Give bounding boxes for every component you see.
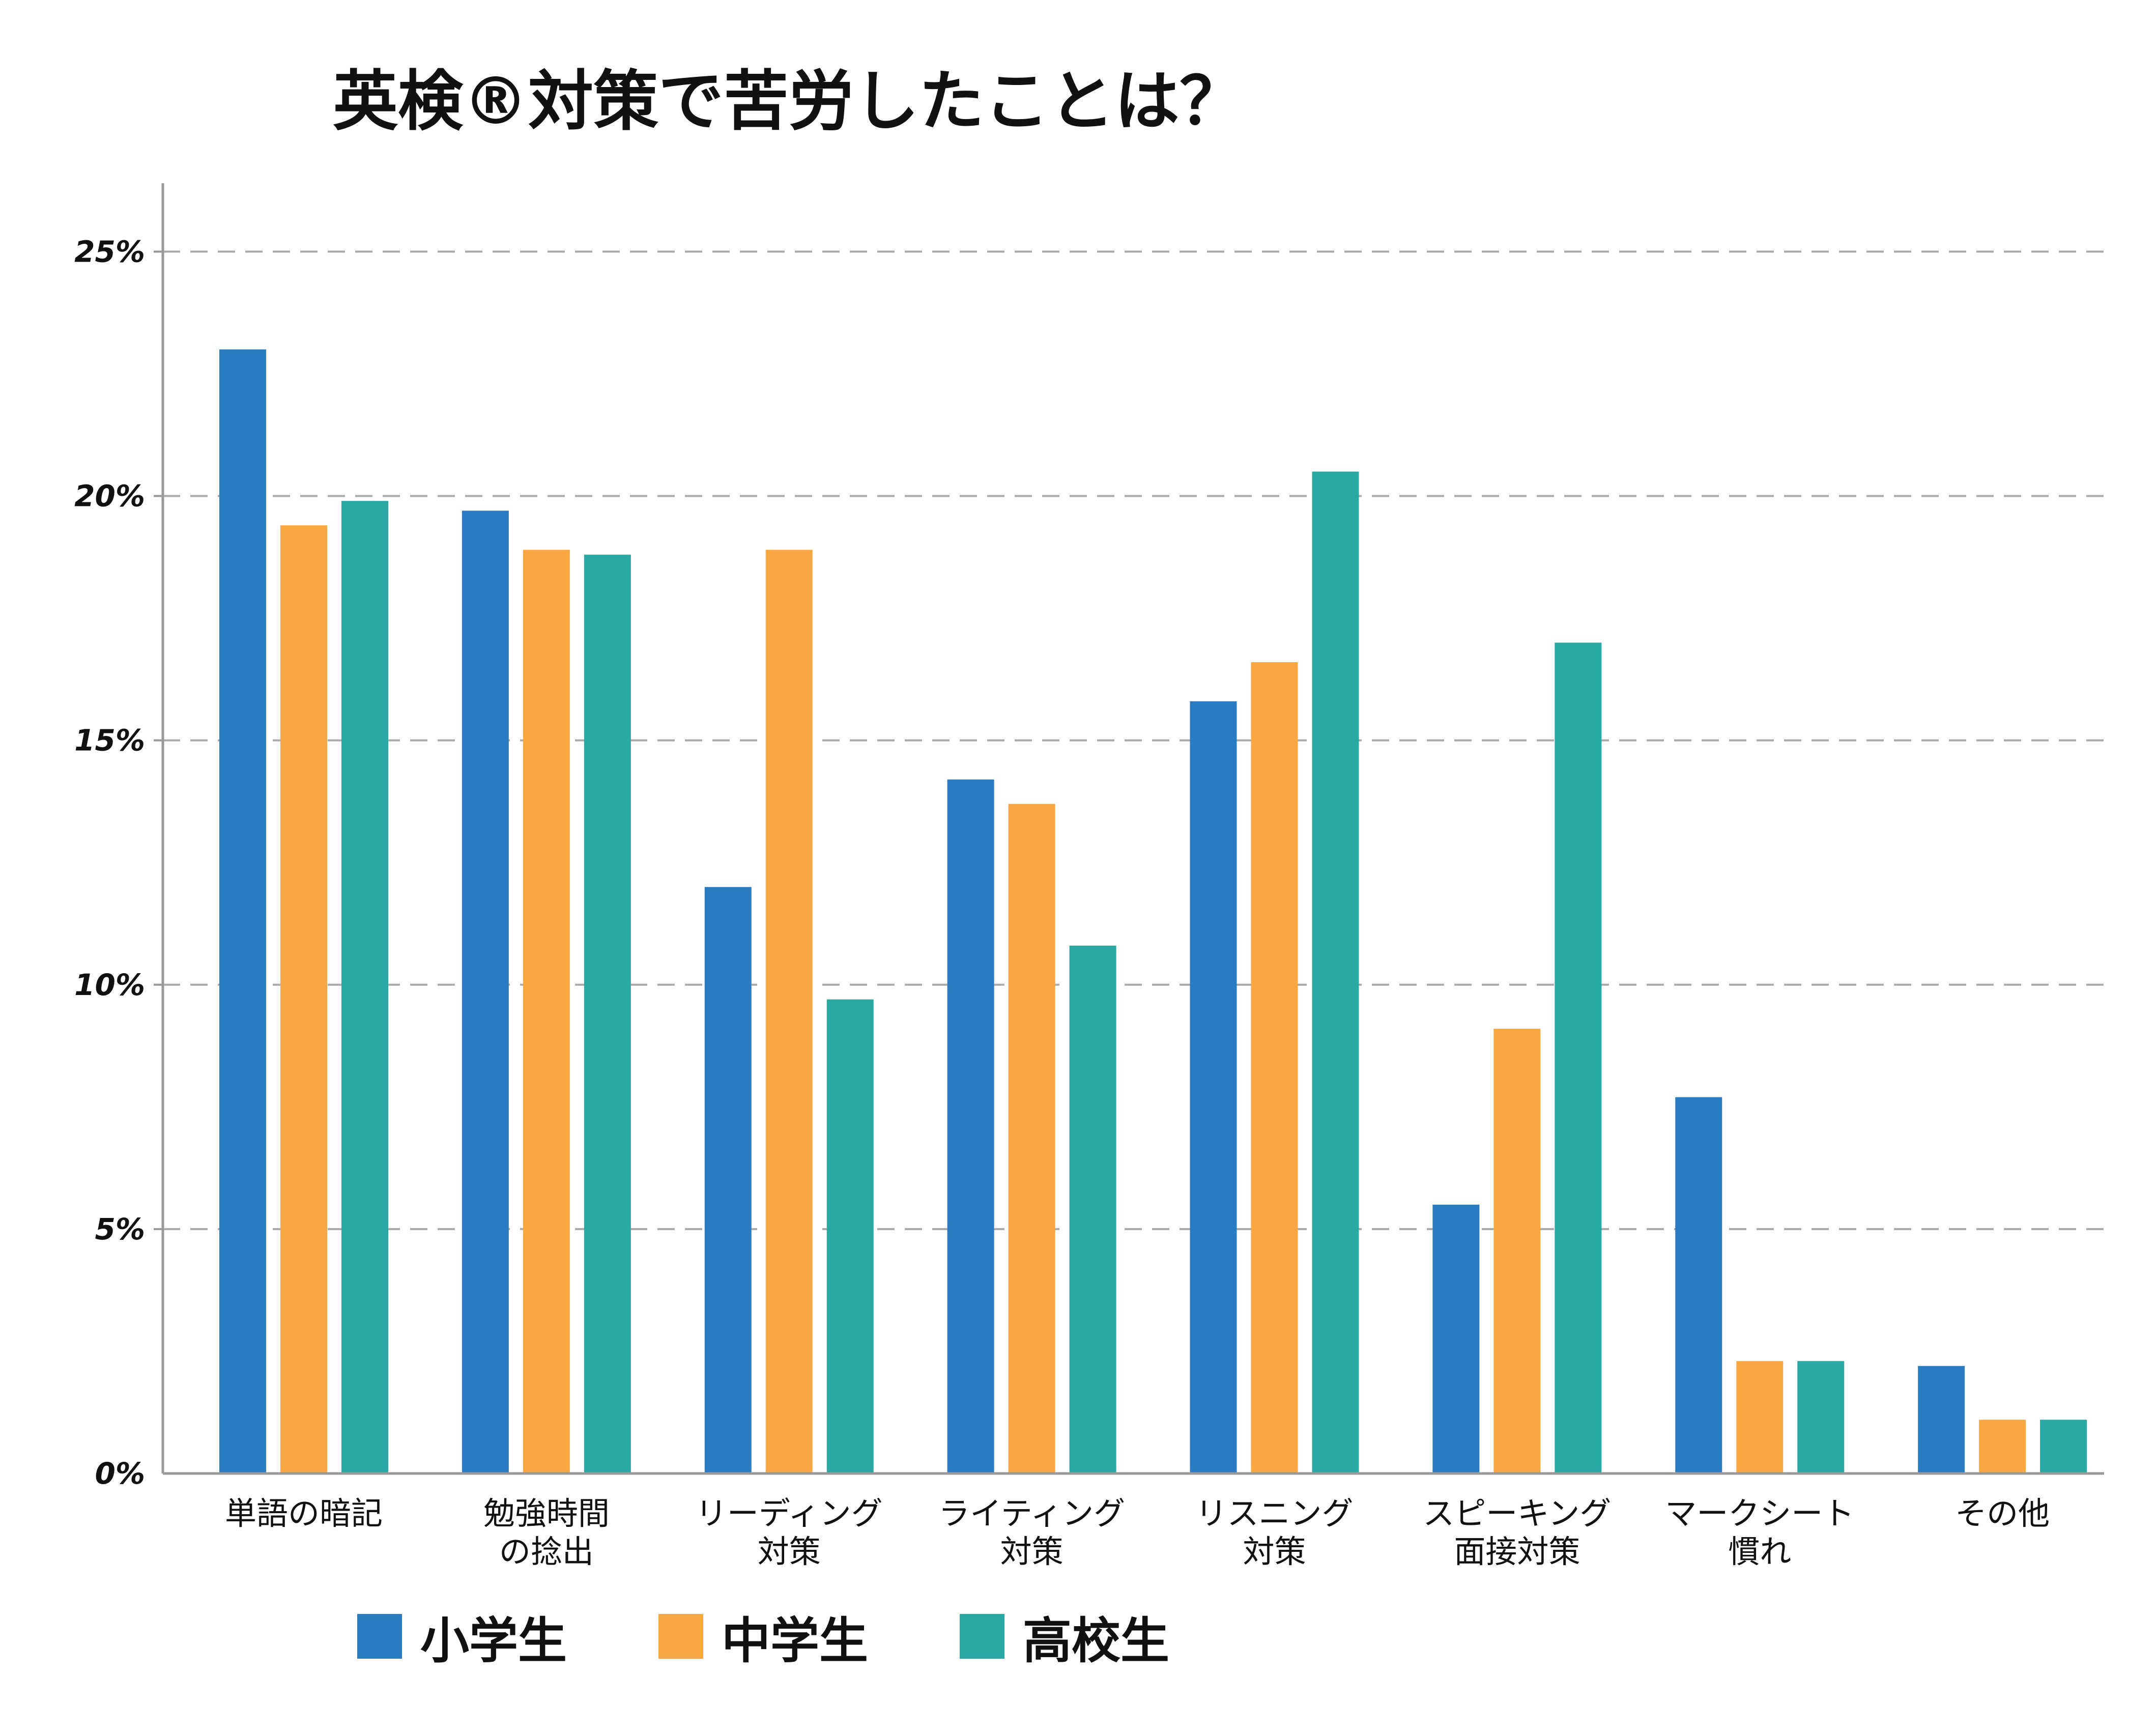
category-label: スピーキング面接対策 — [1423, 1495, 1611, 1570]
bars — [219, 349, 2087, 1473]
legend-label-elementary: 小学生 — [420, 1612, 567, 1669]
bar-1-7 — [1979, 1420, 2026, 1473]
bar-2-5 — [1555, 642, 1602, 1473]
bar-2-0 — [341, 501, 388, 1473]
bar-0-7 — [1918, 1366, 1965, 1473]
bar-0-2 — [704, 887, 752, 1473]
bar-0-5 — [1432, 1204, 1480, 1473]
legend-swatch-high-school — [960, 1614, 1004, 1659]
x-category-labels: 単語の暗記 勉強時間の捻出 リーディング対策ライティング対策リスニング対策スピーキン… — [225, 1495, 2050, 1570]
bar-0-6 — [1675, 1097, 1722, 1473]
y-tick-label: 15% — [74, 723, 145, 758]
y-tick-label: 10% — [74, 968, 145, 1002]
bar-1-5 — [1493, 1029, 1541, 1473]
bar-0-4 — [1190, 701, 1237, 1473]
category-label: マークシート慣れ — [1665, 1495, 1854, 1570]
legend-label-high-school: 高校生 — [1023, 1612, 1169, 1669]
bar-1-2 — [765, 550, 813, 1473]
bar-1-1 — [523, 550, 570, 1473]
bar-2-2 — [826, 999, 874, 1473]
bar-0-1 — [462, 510, 509, 1473]
legend-item-elementary: 小学生 — [357, 1601, 567, 1672]
bar-1-0 — [280, 525, 327, 1473]
bar-0-3 — [947, 779, 994, 1473]
legend-item-junior-high: 中学生 — [658, 1601, 868, 1672]
category-label: その他 — [1955, 1495, 2050, 1532]
bar-1-3 — [1008, 804, 1055, 1473]
bar-2-3 — [1069, 945, 1116, 1473]
legend-swatch-elementary — [357, 1614, 402, 1659]
category-label: リーディング対策 — [696, 1495, 883, 1570]
category-label: リスニング対策 — [1195, 1495, 1353, 1570]
bar-2-7 — [2040, 1420, 2087, 1473]
category-label: 単語の暗記 — [225, 1495, 383, 1532]
y-tick-label: 0% — [95, 1456, 145, 1491]
y-tick-label: 20% — [74, 479, 145, 514]
bar-2-4 — [1312, 471, 1359, 1473]
bar-0-0 — [219, 349, 266, 1473]
y-tick-labels: 0% 5% 10% 15% 20% 25% — [74, 234, 145, 1491]
y-tick-label: 5% — [95, 1212, 145, 1246]
category-label: 勉強時間の捻出 — [483, 1495, 610, 1570]
category-label: ライティング対策 — [938, 1495, 1125, 1570]
bar-1-6 — [1736, 1361, 1784, 1473]
bar-1-4 — [1251, 662, 1298, 1473]
axes — [161, 183, 2104, 1475]
legend-item-high-school: 高校生 — [960, 1601, 1169, 1672]
bar-2-6 — [1797, 1361, 1845, 1473]
chart-title: 英検®対策で苦労したことは？ — [332, 64, 1245, 139]
legend-label-junior-high: 中学生 — [722, 1612, 868, 1669]
gridlines — [154, 250, 2104, 1230]
y-tick-label: 25% — [74, 234, 145, 269]
legend: 小学生 中学生 高校生 — [0, 1603, 1527, 1669]
legend-swatch-junior-high — [658, 1614, 703, 1659]
bar-2-1 — [584, 554, 631, 1473]
